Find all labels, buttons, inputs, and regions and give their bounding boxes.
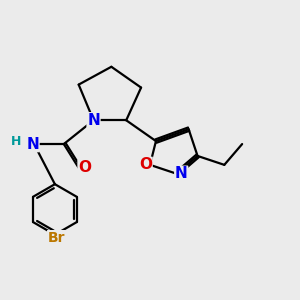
Text: N: N: [175, 166, 188, 181]
Text: H: H: [11, 135, 21, 148]
Text: N: N: [87, 113, 100, 128]
Text: O: O: [78, 160, 91, 175]
Text: Br: Br: [48, 231, 65, 245]
Text: N: N: [26, 136, 39, 152]
Text: O: O: [139, 158, 152, 172]
